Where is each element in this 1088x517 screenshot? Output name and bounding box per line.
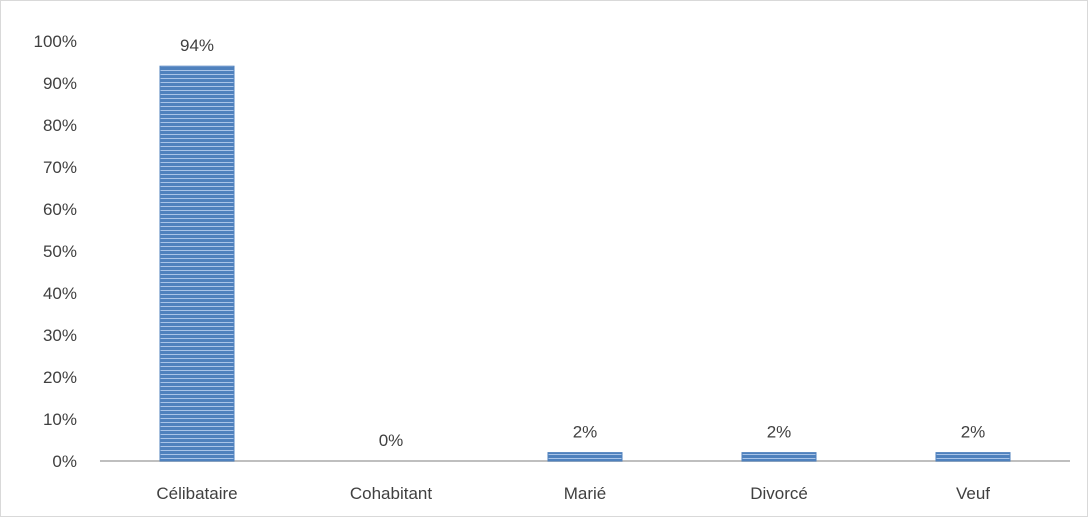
y-tick-label: 70% [43, 158, 77, 177]
category-label: Divorcé [750, 484, 808, 503]
y-tick-label: 50% [43, 242, 77, 261]
y-tick-label: 100% [34, 32, 77, 51]
y-axis: 0% 10% 20% 30% 40% 50% 60% 70% 80% 90% 100% [34, 32, 77, 471]
data-label: 94% [180, 36, 214, 55]
y-tick-label: 20% [43, 368, 77, 387]
bar [741, 452, 817, 462]
category-label: Célibataire [156, 484, 237, 503]
data-label: 2% [573, 423, 598, 442]
y-tick-label: 90% [43, 74, 77, 93]
y-tick-label: 10% [43, 410, 77, 429]
data-label: 2% [961, 423, 986, 442]
bar [935, 452, 1011, 462]
data-label: 2% [767, 423, 792, 442]
data-label: 0% [379, 431, 404, 450]
y-tick-label: 30% [43, 326, 77, 345]
category-label: Veuf [956, 484, 990, 503]
category-label: Cohabitant [350, 484, 433, 503]
bars [159, 65, 1011, 462]
bar [547, 452, 623, 462]
y-tick-label: 40% [43, 284, 77, 303]
x-axis: Célibataire Cohabitant Marié Divorcé Veuf [100, 460, 1070, 503]
y-tick-label: 0% [52, 452, 77, 471]
y-tick-label: 60% [43, 200, 77, 219]
y-tick-label: 80% [43, 116, 77, 135]
category-label: Marié [564, 484, 607, 503]
data-labels: 94% 0% 2% 2% 2% [180, 36, 985, 450]
bar [159, 65, 235, 462]
